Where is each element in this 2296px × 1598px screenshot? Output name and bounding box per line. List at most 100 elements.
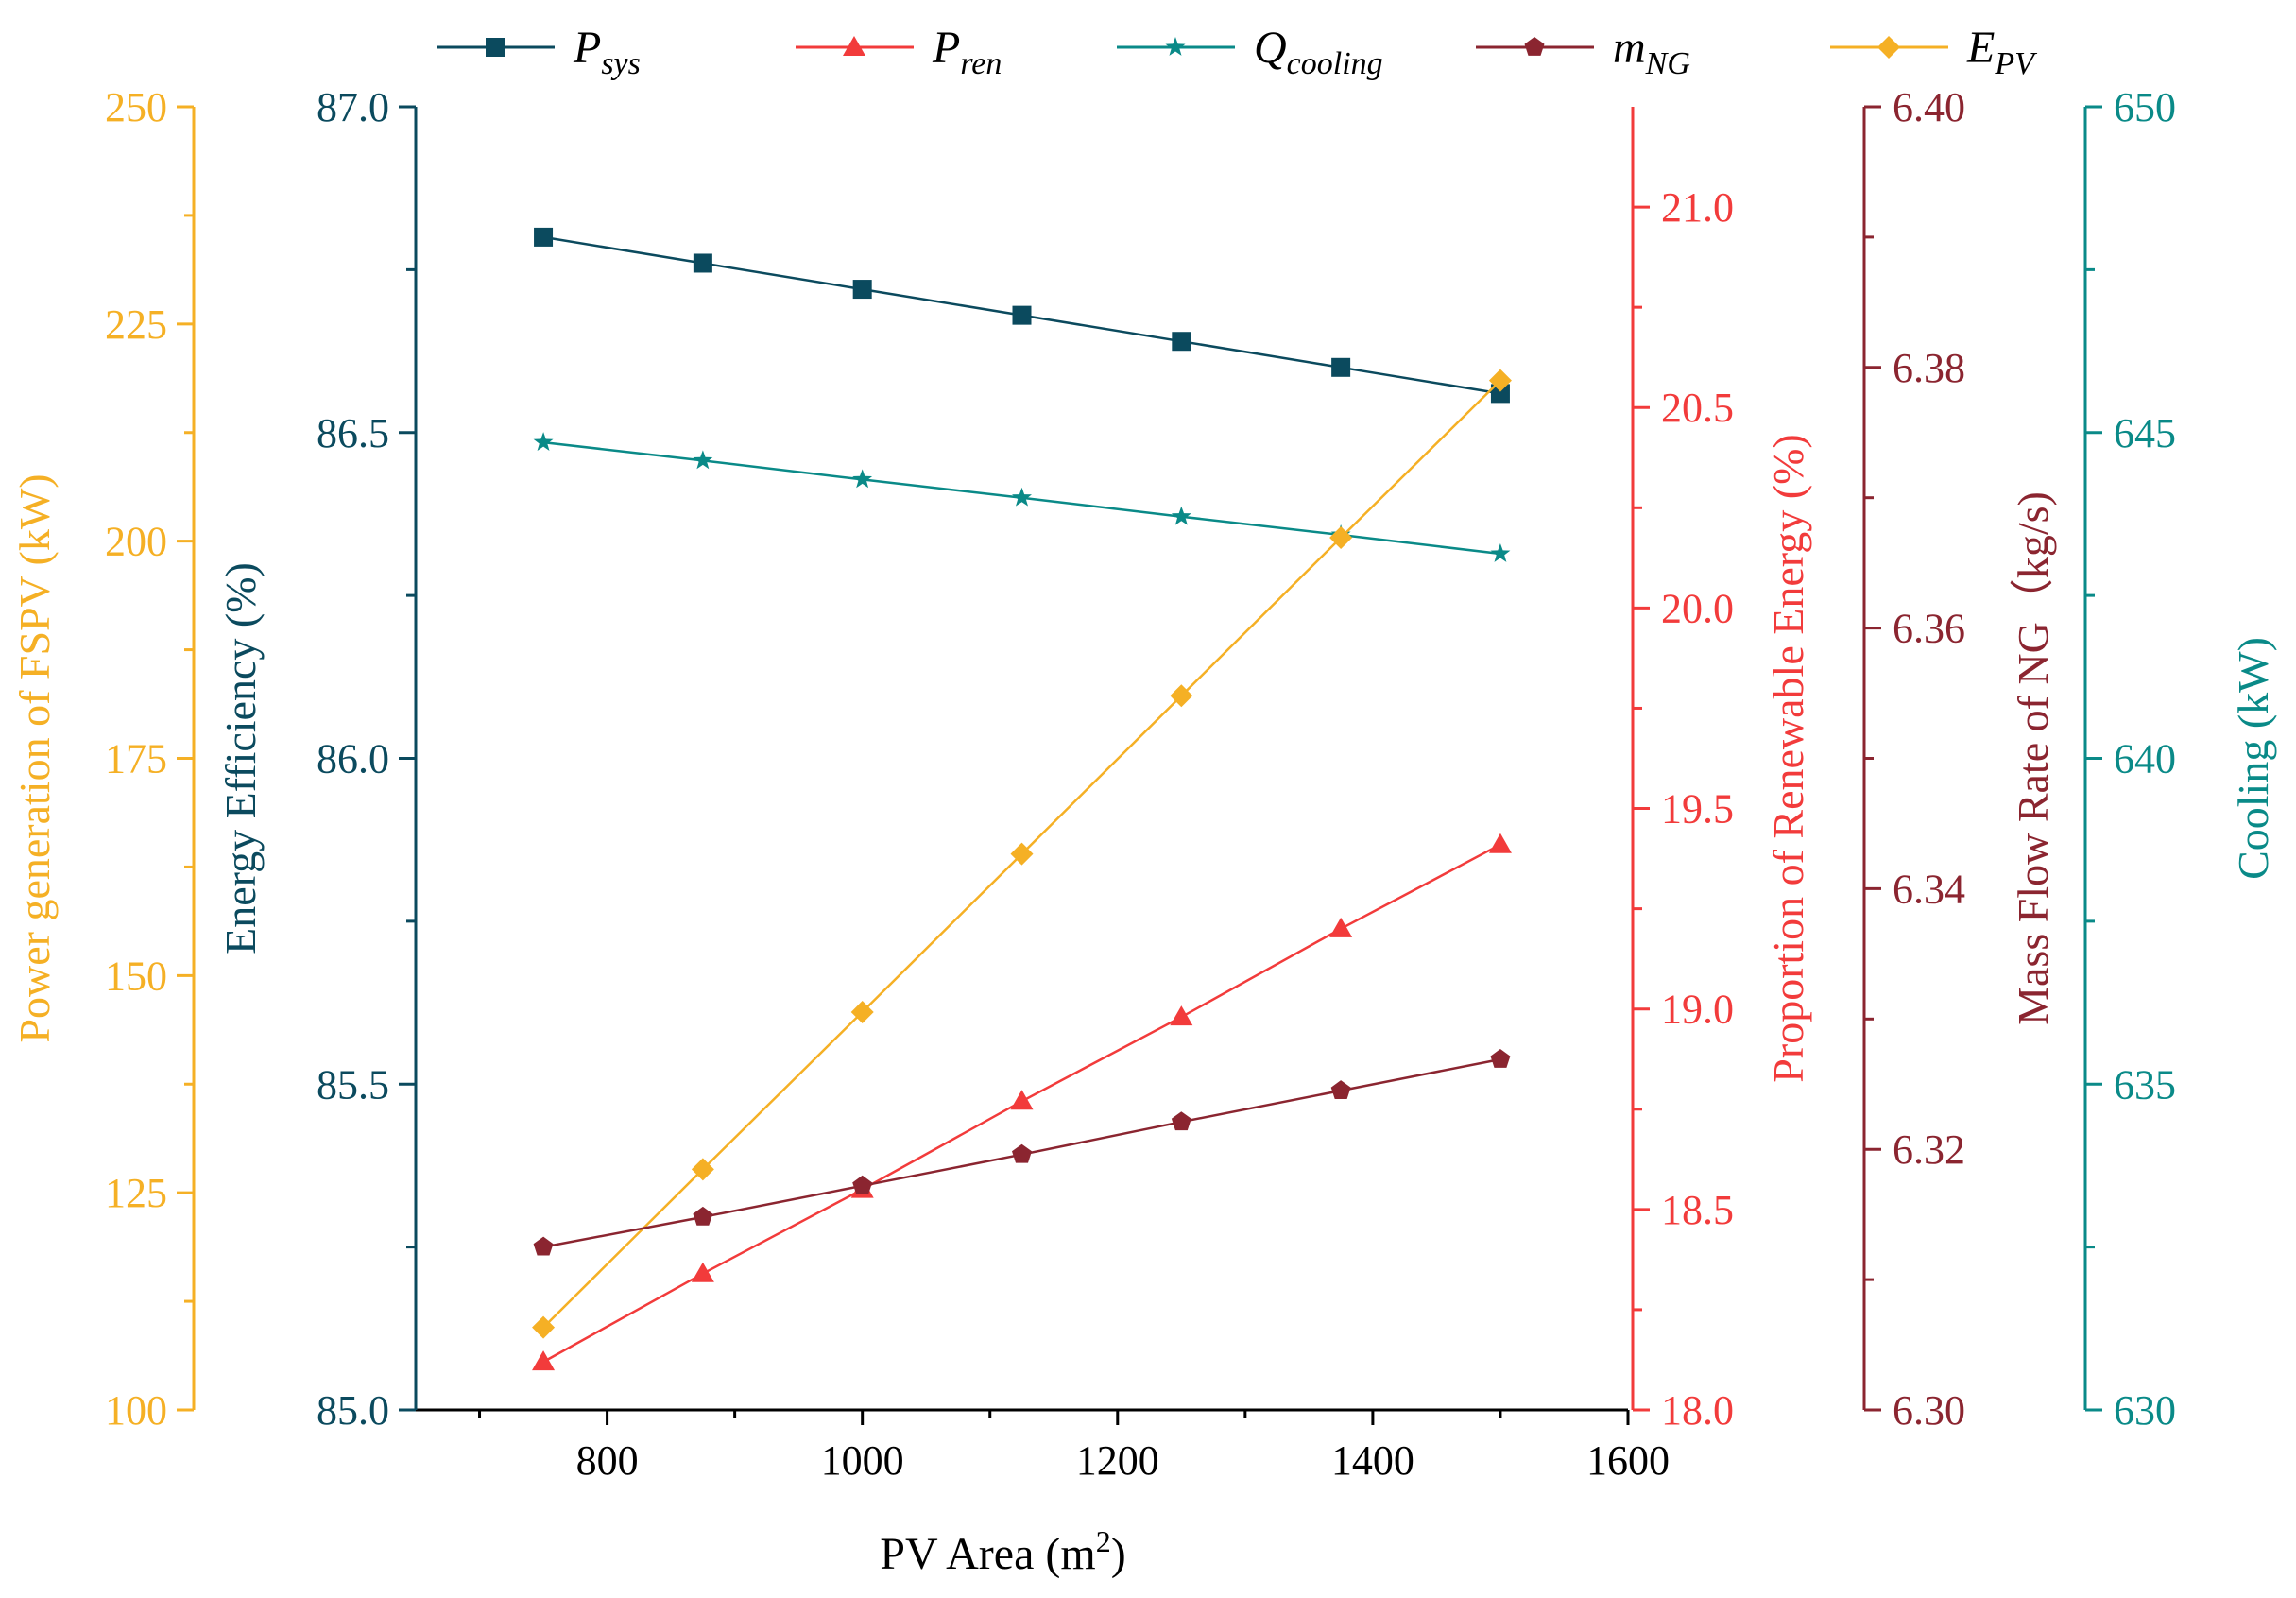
series-qcool: [533, 432, 1511, 562]
data-point-psys: [852, 280, 872, 300]
renew-tick-label: 19.5: [1661, 786, 1734, 833]
data-point-psys: [1331, 357, 1351, 377]
renew-tick-label: 20.5: [1661, 385, 1734, 431]
fspv-tick-label: 175: [105, 736, 167, 782]
series-mng: [533, 1049, 1511, 1256]
legend-marker-psys: [486, 38, 505, 57]
renew-tick-label: 21.0: [1661, 184, 1734, 231]
renew-tick-label: 18.5: [1661, 1187, 1734, 1233]
data-point-psys: [534, 227, 554, 247]
data-point-mng: [1171, 1111, 1191, 1131]
cool-tick-label: 640: [2114, 736, 2176, 782]
x-tick-label: 1400: [1331, 1437, 1414, 1484]
data-point-pren: [1010, 1090, 1034, 1110]
data-point-epv: [1329, 525, 1353, 549]
legend-label-qcool: Qcooling: [1254, 23, 1383, 81]
energy-tick-label: 85.5: [317, 1061, 389, 1108]
cool-tick-label: 650: [2114, 84, 2176, 130]
legend: Psys Pren Qcooling mNG EPV: [437, 23, 2038, 81]
legend-marker-pren: [843, 36, 865, 56]
fspv-tick-label: 200: [105, 519, 167, 565]
energy-axis: 85.0 85.5 86.0 86.5 87.0 Energy Efficiency (%…: [216, 84, 418, 1434]
fspv-axis: 100 125 150 175 200 225 250 Power generation of…: [10, 84, 196, 1434]
legend-item-epv: EPV: [1830, 23, 2038, 81]
data-point-qcool: [1012, 487, 1032, 507]
ng-axis-label: Mass Flow Rate of NG（kg/s): [2009, 491, 2057, 1025]
series-layer: [532, 227, 1512, 1371]
data-point-mng: [1330, 1080, 1351, 1099]
fspv-tick-label: 250: [105, 84, 167, 130]
data-point-qcool: [693, 450, 713, 470]
cool-axis: 630 635 640 645 650 Cooling (kW): [2083, 84, 2277, 1434]
series-pren: [532, 833, 1512, 1371]
ng-tick-label: 6.34: [1893, 866, 1965, 912]
data-point-epv: [1010, 842, 1034, 866]
x-tick-label: 800: [576, 1437, 639, 1484]
fspv-axis-label: Power generation of FSPV (kW): [10, 473, 59, 1042]
data-point-epv: [850, 1000, 874, 1023]
legend-item-mng: mNG: [1476, 23, 1690, 81]
legend-label-epv: EPV: [1966, 23, 2038, 81]
fspv-tick-label: 125: [105, 1170, 167, 1216]
renew-axis-label: Proportion of Renewable Energy (%): [1764, 434, 1812, 1082]
legend-item-psys: Psys: [437, 23, 641, 81]
legend-item-qcool: Qcooling: [1117, 23, 1383, 81]
cool-axis-label: Cooling (kW): [2229, 637, 2277, 880]
ng-tick-label: 6.38: [1893, 345, 1965, 391]
legend-item-pren: Pren: [796, 23, 1002, 81]
renew-axis: 18.0 18.5 19.0 19.5 20.0 20.5 21.0 Proportion o…: [1631, 107, 1812, 1434]
renew-tick-label: 20.0: [1661, 585, 1734, 631]
energy-tick-label: 87.0: [317, 84, 389, 130]
energy-tick-label: 86.5: [317, 410, 389, 456]
x-tick-label: 1200: [1076, 1437, 1159, 1484]
data-point-mng: [533, 1236, 554, 1256]
data-point-epv: [691, 1158, 714, 1181]
data-point-pren: [1170, 1005, 1193, 1026]
data-point-psys: [693, 253, 712, 273]
data-point-psys: [1012, 305, 1032, 325]
x-tick-label: 1000: [821, 1437, 904, 1484]
ng-tick-label: 6.32: [1893, 1126, 1965, 1173]
legend-label-pren: Pren: [932, 23, 1002, 81]
data-point-pren: [1488, 833, 1512, 853]
fspv-tick-label: 150: [105, 953, 167, 999]
cool-tick-label: 635: [2114, 1061, 2176, 1108]
data-point-qcool: [533, 432, 554, 451]
data-point-mng: [1012, 1143, 1032, 1163]
data-point-epv: [1488, 369, 1512, 392]
data-point-mng: [1490, 1049, 1511, 1068]
series-psys: [534, 227, 1510, 404]
ng-tick-label: 6.36: [1893, 606, 1965, 652]
x-axis-label: PV Area (m2): [880, 1524, 1125, 1579]
legend-label-mng: mNG: [1613, 23, 1690, 81]
data-point-psys: [1172, 332, 1191, 352]
data-point-qcool: [1171, 506, 1191, 525]
energy-tick-label: 85.0: [317, 1387, 389, 1434]
data-point-qcool: [852, 469, 873, 489]
data-point-pren: [532, 1350, 556, 1371]
series-epv: [532, 369, 1512, 1339]
legend-label-psys: Psys: [573, 23, 641, 81]
energy-axis-label: Energy Efficiency (%): [216, 562, 265, 954]
data-point-qcool: [1490, 543, 1511, 562]
cool-tick-label: 645: [2114, 410, 2176, 456]
ng-tick-label: 6.30: [1893, 1387, 1965, 1434]
data-point-psys: [1490, 384, 1510, 404]
renew-tick-label: 19.0: [1661, 987, 1734, 1033]
x-tick-label: 1600: [1586, 1437, 1670, 1484]
ng-axis: 6.30 6.32 6.34 6.36 6.38 6.40 Mass Flow Rate o…: [1862, 84, 2057, 1434]
data-point-epv: [1170, 684, 1193, 708]
fspv-tick-label: 100: [105, 1387, 167, 1434]
renew-tick-label: 18.0: [1661, 1387, 1734, 1434]
fspv-tick-label: 225: [105, 301, 167, 348]
data-point-pren: [691, 1262, 714, 1282]
legend-marker-mng: [1524, 37, 1545, 56]
cool-tick-label: 630: [2114, 1387, 2176, 1434]
legend-marker-epv: [1877, 36, 1900, 59]
data-point-mng: [852, 1175, 873, 1194]
data-point-epv: [532, 1315, 556, 1339]
energy-tick-label: 86.0: [317, 736, 389, 782]
data-point-pren: [1329, 917, 1353, 937]
